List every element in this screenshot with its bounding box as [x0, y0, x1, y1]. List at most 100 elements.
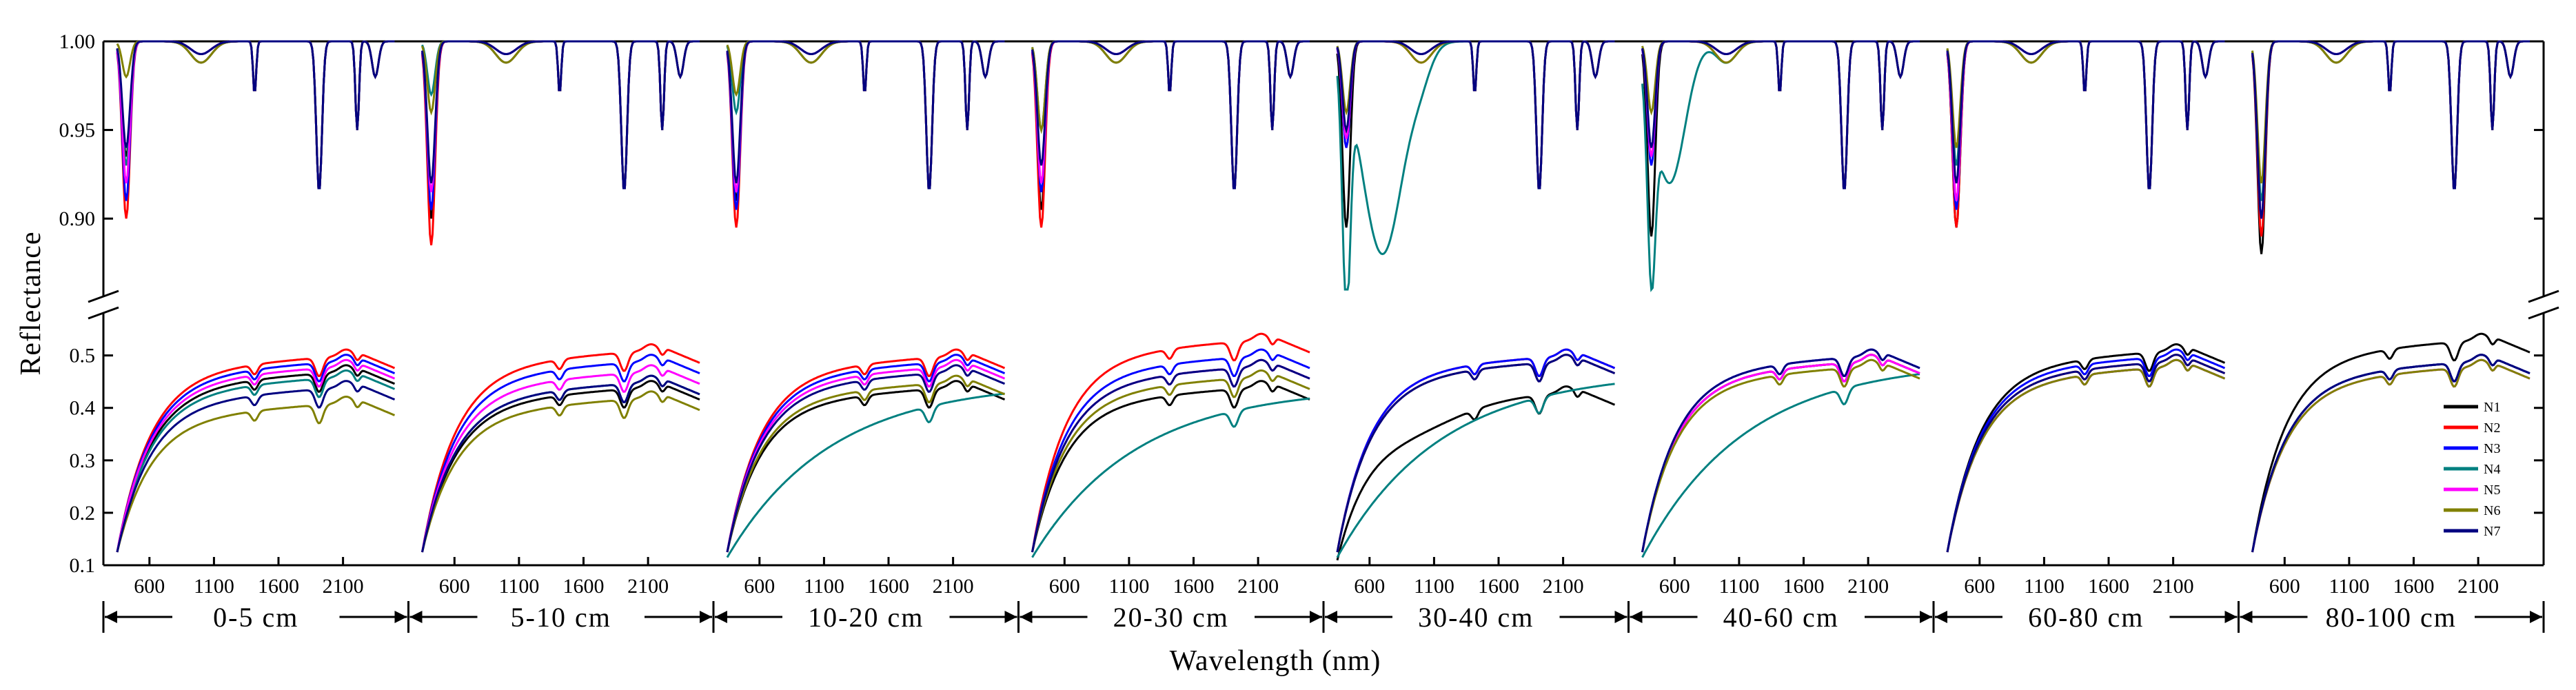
x-tick-label: 2100	[2153, 575, 2194, 598]
series-line-n6	[726, 374, 1006, 553]
axes: 0.90 0.95 1.00 0.1 0.2 0.3 0.4 0.5 600 1100 1600 21…	[59, 30, 2545, 633]
series-line-n4	[1031, 397, 1310, 558]
x-tick-label: 600	[1659, 575, 1690, 598]
series-line-n7	[1641, 348, 1920, 553]
depth-arrowhead	[2224, 611, 2238, 623]
x-tick-label: 600	[744, 575, 775, 598]
series-line-n6	[2251, 358, 2531, 553]
series-line-n4	[1336, 383, 1615, 558]
x-tick-label: 1600	[2088, 575, 2129, 598]
legend-label: N3	[2484, 441, 2500, 456]
series-line-n7	[1641, 40, 1920, 190]
y-tick-label: 0.5	[70, 345, 96, 367]
depth-arrowhead	[1630, 611, 1643, 623]
legend-label: N7	[2484, 524, 2500, 539]
series-line-n6	[1031, 369, 1310, 553]
x-tick-label: 2100	[1543, 575, 1584, 598]
series-line-n5	[1336, 354, 1616, 553]
depth-arrowhead	[1920, 611, 1932, 623]
series-line-n4	[1946, 358, 2226, 553]
series-line-n3	[1336, 348, 1616, 553]
x-tick-label: 600	[1354, 575, 1385, 598]
y-tick-label: 0.3	[70, 449, 96, 472]
series-line-n7	[421, 374, 700, 553]
axis-break-mark	[2528, 306, 2559, 320]
series-line-n6	[421, 390, 700, 553]
series-line-n1	[1946, 343, 2226, 553]
depth-arrowhead	[1310, 611, 1322, 623]
series-line-n3	[421, 354, 700, 553]
depth-arrowhead	[2530, 611, 2542, 623]
x-tick-label: 2100	[1237, 575, 1279, 598]
x-tick-label: 2100	[627, 575, 669, 598]
x-axis-label: Wavelength (nm)	[1170, 645, 1381, 677]
series-line-n1	[421, 380, 700, 553]
series-line-n4	[1641, 373, 1920, 558]
series-line-n5	[1641, 354, 1920, 553]
x-tick-label: 1100	[2024, 575, 2065, 598]
depth-arrowhead	[1935, 611, 1947, 623]
series-line-n6	[116, 396, 396, 553]
axis-break-mark	[2528, 290, 2559, 303]
series-line-n3	[726, 354, 1006, 553]
x-tick-label: 600	[2269, 575, 2300, 598]
x-tick-label: 1600	[868, 575, 909, 598]
legend-label: N1	[2484, 400, 2500, 415]
series-line-n7	[1946, 354, 2226, 553]
x-tick-label: 1100	[1718, 575, 1759, 598]
series-line-n7	[1946, 40, 2225, 190]
x-tick-label: 1600	[1783, 575, 1825, 598]
depth-arrowhead	[394, 611, 407, 623]
depth-label: 0-5 cm	[213, 602, 298, 633]
y-axis-label: Reflectance	[15, 231, 47, 375]
series-line-n1	[1031, 380, 1310, 553]
depth-label: 80-100 cm	[2326, 602, 2457, 633]
y-tick-label: 1.00	[59, 30, 96, 53]
series-line-n3	[1946, 348, 2226, 553]
depth-label: 60-80 cm	[2028, 602, 2144, 633]
x-tick-label: 600	[1964, 575, 1995, 598]
depth-arrowhead	[700, 611, 712, 623]
legend-label: N6	[2484, 503, 2500, 518]
x-tick-label: 2100	[933, 575, 974, 598]
y-tick-label: 0.90	[59, 207, 96, 230]
x-tick-label: 1100	[194, 575, 234, 598]
series-line-n4	[726, 392, 1005, 558]
legend-label: N2	[2484, 420, 2500, 436]
x-tick-label: 2100	[2457, 575, 2499, 598]
series-line-n6	[1336, 354, 1616, 553]
top-panel-lines	[116, 40, 2530, 292]
x-tick-label: 1600	[1173, 575, 1215, 598]
x-tick-label: 2100	[1847, 575, 1889, 598]
x-tick-label: 1600	[1478, 575, 1519, 598]
depth-arrowhead	[715, 611, 727, 623]
legend-label: N4	[2484, 462, 2500, 477]
series-line-n3	[1031, 348, 1310, 553]
y-tick-label: 0.2	[70, 502, 96, 525]
series-line-n7	[116, 380, 396, 553]
legend-label: N5	[2484, 483, 2500, 498]
series-line-n1	[116, 364, 396, 553]
y-tick-label: 0.1	[70, 554, 96, 577]
x-tick-label: 1100	[1414, 575, 1454, 598]
series-line-n5	[1031, 358, 1310, 553]
depth-arrowhead	[409, 611, 423, 623]
x-tick-label: 1600	[2393, 575, 2435, 598]
series-line-n5	[421, 364, 700, 553]
series-line-n7	[2251, 354, 2531, 553]
depth-arrowhead	[1325, 611, 1337, 623]
series-line-n7	[2251, 40, 2530, 219]
x-tick-label: 600	[134, 575, 165, 598]
series-line-n1	[1336, 385, 1616, 561]
axis-break-mark	[88, 306, 119, 320]
series-line-n1	[2251, 332, 2531, 553]
series-line-n3	[116, 354, 396, 553]
depth-arrowhead	[1020, 611, 1033, 623]
x-tick-label: 1100	[498, 575, 539, 598]
series-line-n7	[726, 364, 1006, 553]
series-line-n7	[421, 40, 700, 190]
x-tick-label: 1600	[563, 575, 605, 598]
depth-label: 40-60 cm	[1723, 602, 1839, 633]
y-tick-label: 0.4	[70, 397, 96, 420]
